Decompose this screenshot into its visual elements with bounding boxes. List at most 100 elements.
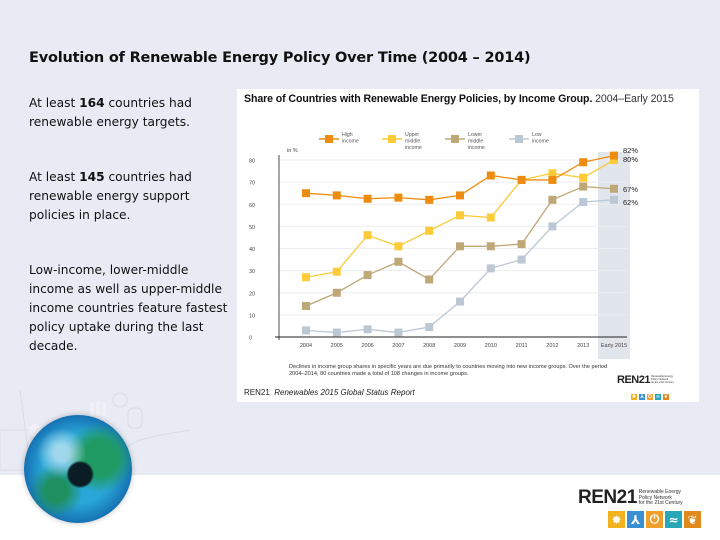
data-point xyxy=(363,325,372,334)
data-point xyxy=(394,257,403,266)
legend-label: income xyxy=(342,139,359,145)
data-point xyxy=(486,264,495,273)
data-point xyxy=(579,173,588,182)
ren21-logo: REN21 Renewable Energy Policy Network for t… xyxy=(578,488,701,528)
ren21-logo-small: REN21Renewable Energy Policy Network for t… xyxy=(617,374,674,400)
biomass-icon: ❦ xyxy=(663,394,669,400)
legend-label: middle xyxy=(468,139,483,145)
data-point xyxy=(548,175,557,184)
chart-note: Declines in income group shares in speci… xyxy=(289,364,608,377)
chart-title-main: Share of Countries with Renewable Energy… xyxy=(244,93,590,105)
ren21-wordmark: REN21 xyxy=(617,374,650,386)
y-tick-label: 40 xyxy=(249,247,255,253)
legend-marker xyxy=(325,135,333,143)
x-tick-label: 2007 xyxy=(392,343,404,349)
data-point xyxy=(363,194,372,203)
ren21-icon-strip: ✹ ⅄ ⏻ ≈ ❦ xyxy=(631,394,674,400)
x-tick-label: 2010 xyxy=(485,343,497,349)
chart-title: Share of Countries with Renewable Energy… xyxy=(244,93,674,105)
line-chart: 0 10 20 30 40 50 60 70 80 in % 2004 2005 2006 2007 200… xyxy=(249,132,638,359)
legend-label: income xyxy=(468,145,485,151)
x-tick-label: 2009 xyxy=(454,343,466,349)
y-tick-label: 0 xyxy=(249,336,252,342)
data-point xyxy=(363,271,372,280)
bullet-targets: At least 164 countries had renewable ene… xyxy=(29,94,229,132)
bullet-text: At least xyxy=(29,170,80,184)
people-icon xyxy=(90,402,94,416)
x-tick-label: 2004 xyxy=(300,343,312,349)
x-tick-label: 2013 xyxy=(577,343,589,349)
data-point xyxy=(302,302,310,311)
data-point xyxy=(517,175,526,184)
y-tick-label: 80 xyxy=(249,159,255,165)
data-point xyxy=(456,297,464,306)
bullet-text: At least xyxy=(29,96,80,110)
data-point xyxy=(579,198,588,207)
x-tick-label: 2012 xyxy=(546,343,558,349)
water-icon: ≈ xyxy=(655,394,661,400)
data-point xyxy=(548,222,557,231)
bullet-number: 145 xyxy=(79,170,105,184)
data-point xyxy=(394,193,403,202)
power-icon: ⏻ xyxy=(646,511,663,528)
data-point xyxy=(486,213,495,222)
legend-label: income xyxy=(532,139,549,145)
grid-line-outline xyxy=(119,429,191,451)
highlight-band xyxy=(598,152,630,359)
x-tick-label: 2005 xyxy=(331,343,343,349)
power-icon: ⏻ xyxy=(647,394,653,400)
data-point xyxy=(302,273,310,282)
end-value-label: 62% xyxy=(623,198,638,207)
bullet-text: countries had renewable energy support p… xyxy=(29,170,192,222)
legend-label: Low xyxy=(532,132,542,138)
data-point xyxy=(517,240,526,249)
y-tick-label: 60 xyxy=(249,203,255,209)
legend-label: Upper xyxy=(405,132,419,138)
people-icon xyxy=(102,402,106,416)
data-point xyxy=(610,151,618,160)
data-point xyxy=(610,195,618,204)
source-title: Renewables 2015 Global Status Report xyxy=(274,388,415,397)
chart-source: REN21 Renewables 2015 Global Status Repo… xyxy=(244,388,415,397)
legend-label: Lower xyxy=(468,132,482,138)
data-point xyxy=(363,231,372,240)
slide-title: Evolution of Renewable Energy Policy Ove… xyxy=(29,50,531,66)
ren21-icon-strip: ✹ ⅄ ⏻ ≈ ❦ xyxy=(608,511,701,528)
data-point xyxy=(579,182,588,191)
data-point xyxy=(332,328,341,337)
data-point xyxy=(394,242,403,251)
x-tick-label: Early 2015 xyxy=(601,343,627,349)
data-point xyxy=(579,158,588,167)
data-point xyxy=(332,267,341,276)
decorative-energy-icons xyxy=(0,389,191,471)
sun-icon: ✹ xyxy=(608,511,625,528)
y-tick-label: 30 xyxy=(249,269,255,275)
series-line xyxy=(305,199,615,334)
bullet-support-policies: At least 145 countries had renewable ene… xyxy=(29,168,229,225)
y-tick-label: 50 xyxy=(249,225,255,231)
data-point xyxy=(332,288,341,297)
wind-turbine-icon: ⅄ xyxy=(627,511,644,528)
data-point xyxy=(456,242,464,251)
sun-outline-icon xyxy=(112,392,128,408)
legend-label: High xyxy=(342,132,353,138)
water-icon: ≈ xyxy=(665,511,682,528)
biomass-icon: ❦ xyxy=(684,511,701,528)
data-point xyxy=(425,226,434,235)
y-tick-label: 20 xyxy=(249,291,255,297)
data-point xyxy=(610,184,618,193)
chart-subtitle: 2004–Early 2015 xyxy=(595,93,674,105)
bullet-number: 164 xyxy=(79,96,105,110)
legend-marker xyxy=(388,135,396,143)
people-icon xyxy=(96,402,100,416)
end-value-label: 67% xyxy=(623,185,638,194)
bullet-text: countries had renewable energy targets. xyxy=(29,96,192,129)
data-point xyxy=(425,275,434,284)
end-value-label: 82% xyxy=(623,146,638,155)
legend-marker xyxy=(515,135,523,143)
chart-figure: Share of Countries with Renewable Energy… xyxy=(237,89,699,402)
y-tick-label: 10 xyxy=(249,313,255,319)
x-tick-label: 2008 xyxy=(423,343,435,349)
ren21-tagline: Renewable Energy Policy Network for the 21… xyxy=(650,375,674,384)
ren21-wordmark: REN21 xyxy=(578,487,637,508)
